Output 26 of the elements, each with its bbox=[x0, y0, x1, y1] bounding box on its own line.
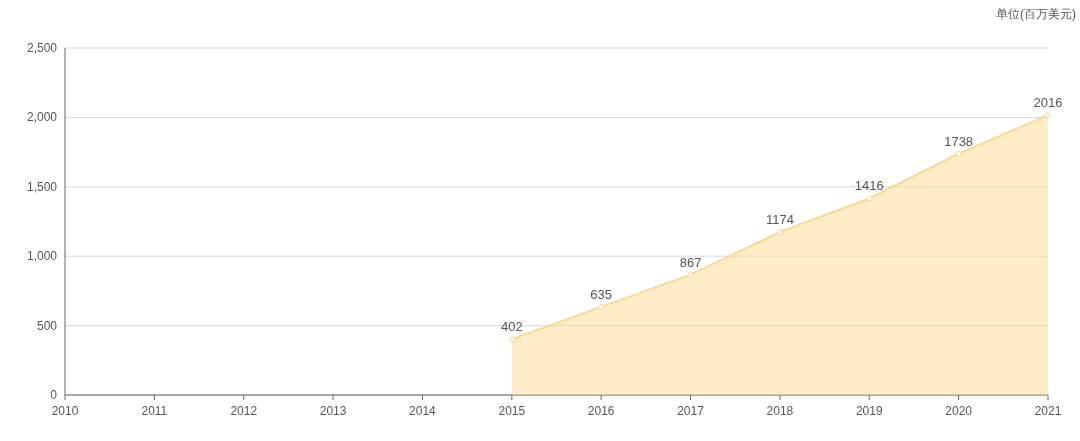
x-tick-label: 2019 bbox=[855, 404, 883, 418]
y-tick-label: 2,000 bbox=[26, 110, 58, 125]
x-tick-label: 2012 bbox=[230, 404, 258, 418]
y-axis-title: 单位(百万美元) bbox=[996, 7, 1076, 21]
data-label: 1416 bbox=[854, 178, 884, 194]
data-label: 635 bbox=[590, 286, 613, 302]
x-tick-label: 2016 bbox=[587, 404, 615, 418]
x-tick-label: 2014 bbox=[409, 404, 437, 418]
data-label: 402 bbox=[500, 319, 523, 335]
data-label: 2016 bbox=[1033, 95, 1063, 111]
data-label: 1174 bbox=[765, 212, 794, 228]
y-tick-label: 0 bbox=[50, 388, 58, 402]
x-tick-label: 2013 bbox=[319, 404, 347, 418]
x-tick-label: 2021 bbox=[1034, 404, 1062, 418]
y-tick-label: 2,500 bbox=[26, 41, 58, 55]
x-tick-label: 2010 bbox=[51, 404, 79, 418]
x-tick-label: 2011 bbox=[141, 404, 168, 418]
y-tick-label: 500 bbox=[36, 318, 58, 333]
data-label: 1738 bbox=[944, 133, 974, 149]
x-tick-label: 2015 bbox=[498, 404, 526, 418]
x-tick-label: 2018 bbox=[766, 404, 794, 418]
y-tick-label: 1,500 bbox=[26, 179, 58, 194]
x-tick-label: 2017 bbox=[677, 404, 705, 418]
x-tick-label: 2020 bbox=[945, 404, 973, 418]
y-tick-label: 1,000 bbox=[26, 249, 58, 264]
data-label: 867 bbox=[679, 254, 702, 270]
